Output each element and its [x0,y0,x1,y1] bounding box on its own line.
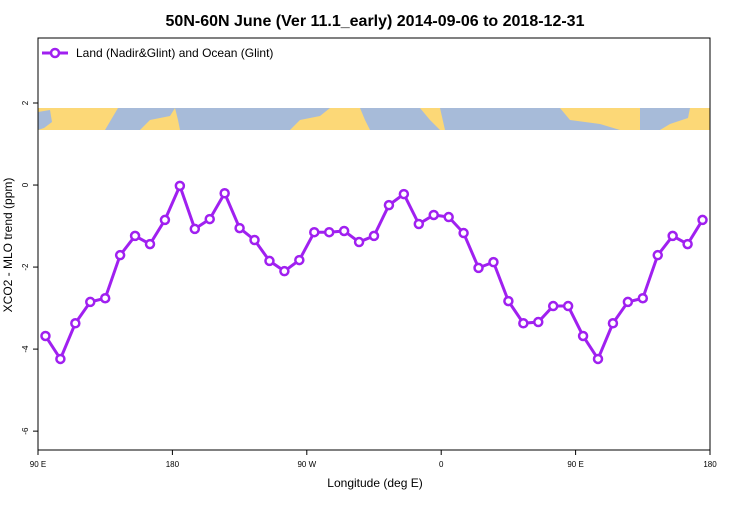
y-tick-label: 2 [21,100,30,105]
x-axis-label: Longitude (deg E) [327,476,422,490]
data-point [159,214,171,226]
data-point [204,213,215,225]
y-tick-label: 0 [21,182,30,187]
x-tick-label: 90 E [567,460,583,469]
data-point [637,292,649,304]
chart-title: 50N-60N June (Ver 11.1_early) 2014-09-06… [166,13,585,30]
data-point [114,249,126,261]
y-axis-label: XCO2 - MLO trend (ppm) [1,178,15,313]
data-point [338,225,350,237]
data-point [323,226,335,238]
x-tick-label: 180 [166,460,180,469]
y-tick-label: -4 [21,345,30,353]
data-point [353,236,365,248]
data-point [533,316,544,328]
x-tick-label: 0 [439,460,444,469]
data-point [85,296,96,308]
data-point [249,234,260,246]
data-point [55,353,66,365]
data-point [488,256,499,268]
data-point [697,214,708,226]
data-point [413,218,425,230]
x-tick-label: 90 E [30,460,46,469]
data-point [547,300,559,312]
data-point [264,255,275,267]
data-point [368,230,380,242]
data-point [622,296,634,308]
data-point [129,230,141,242]
data-point [174,180,186,192]
data-point [577,330,589,342]
data-point [443,211,454,223]
y-tick-label: -2 [21,263,30,271]
data-point [458,227,469,239]
data-point [562,300,574,312]
data-point [40,330,51,342]
data-point [309,226,320,238]
legend-label: Land (Nadir&Glint) and Ocean (Glint) [76,46,273,60]
data-point [473,262,484,274]
data-point [398,188,410,200]
data-point [592,353,604,365]
data-point [294,254,305,266]
plot-frame [37,37,711,451]
data-point [189,223,201,235]
x-tick-label: 90 W [297,460,316,469]
series-line [44,181,704,363]
data-point [99,292,111,304]
data-point [682,238,693,250]
data-point [383,199,395,211]
y-tick-label: -6 [21,427,30,435]
data-point [234,222,245,234]
data-point [652,249,663,261]
data-point [607,318,619,329]
data-point [428,209,439,221]
data-point [279,265,290,277]
x-tick-label: 180 [703,460,717,469]
data-point [144,238,156,250]
data-point [219,187,230,199]
legend-marker [49,47,61,59]
data-point [503,295,514,307]
data-point [70,318,81,329]
data-point [518,318,529,329]
map-band [38,108,710,130]
data-point [667,230,678,242]
